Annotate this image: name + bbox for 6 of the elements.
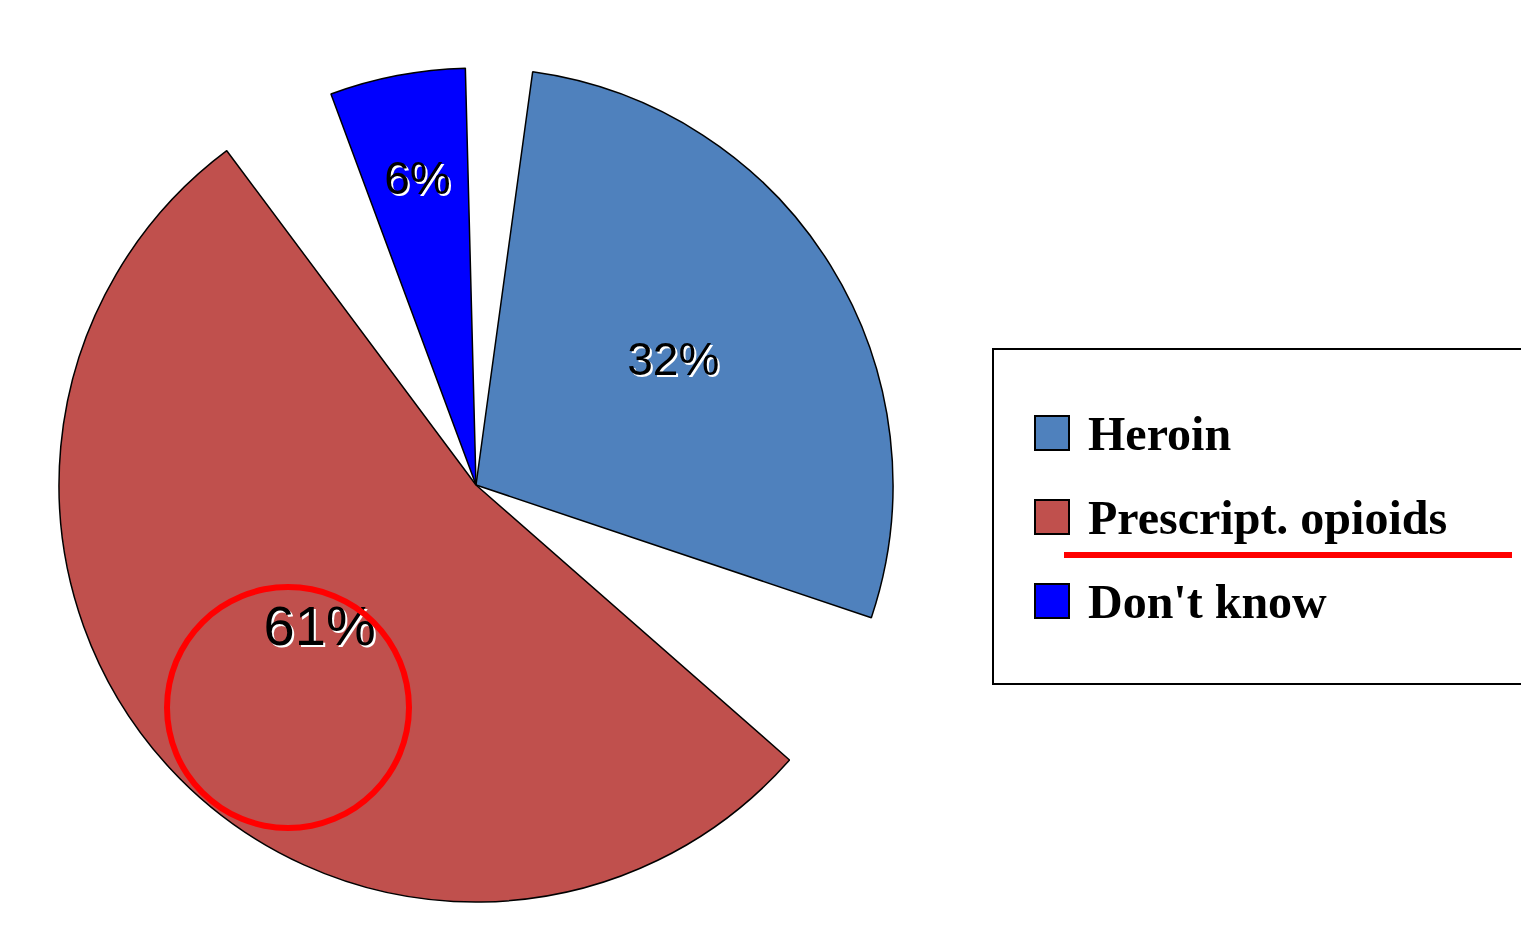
data-label: 32% [629, 335, 722, 388]
legend-label: Don't know [1088, 573, 1327, 629]
legend-label: Heroin [1088, 405, 1232, 461]
legend-label: Prescript. opioids [1088, 489, 1448, 545]
data-label: 61% [265, 595, 378, 659]
data-label: 6% [386, 153, 453, 206]
